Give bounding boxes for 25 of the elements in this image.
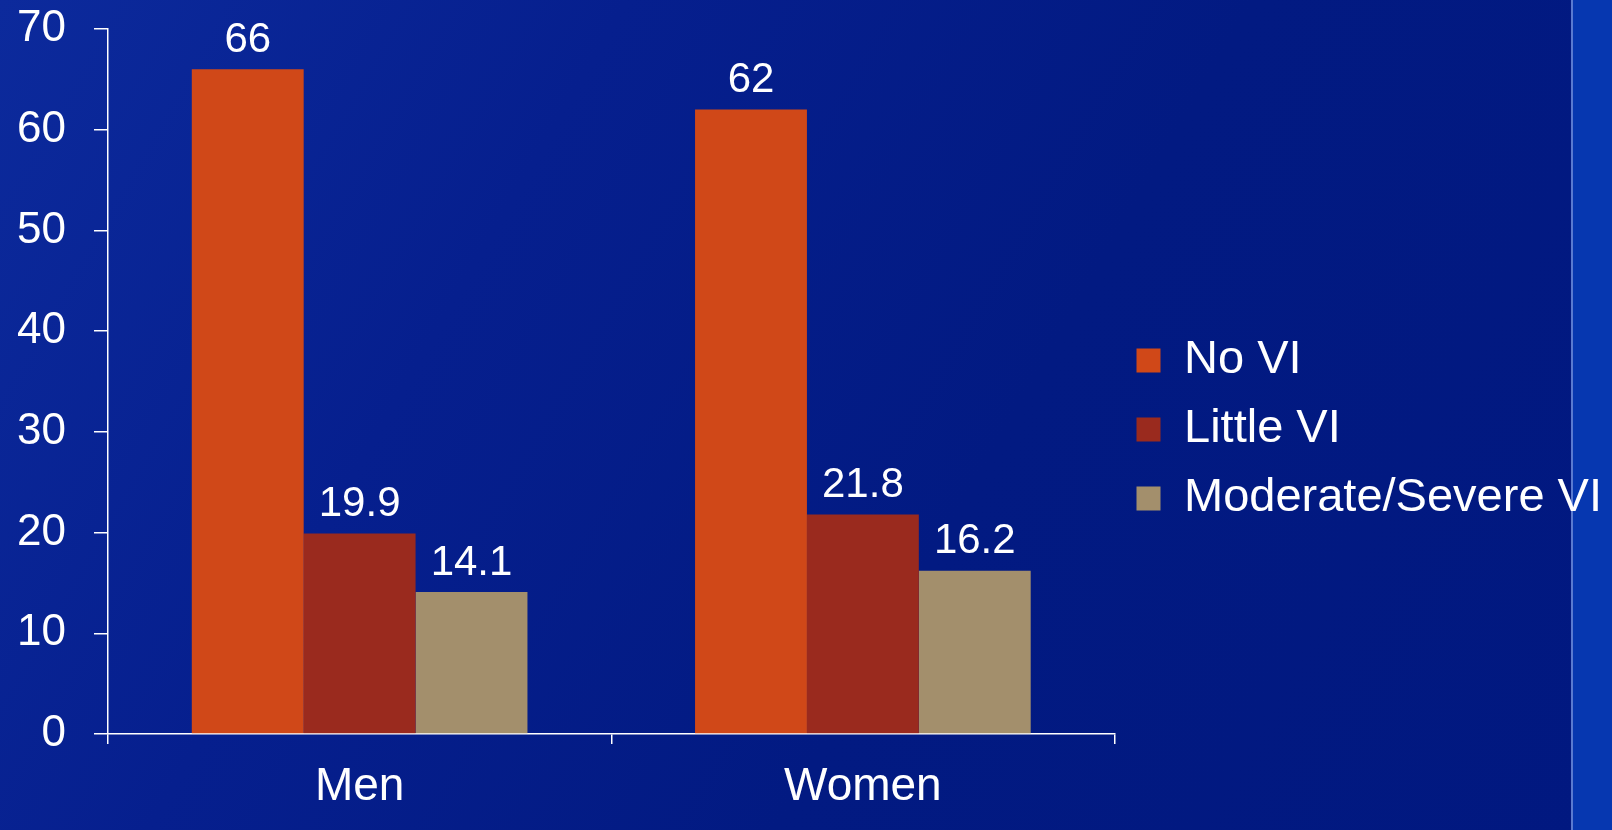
bar [303,533,416,734]
y-tick-label: 30 [17,404,66,453]
legend-label: Little VI [1184,399,1341,453]
y-tick-label: 0 [41,706,66,756]
x-tick-label: Men [314,757,405,810]
y-tick-label: 10 [17,605,66,655]
y-tick-label: 70 [17,1,66,51]
data-label: 19.9 [318,478,401,526]
bar [415,591,528,734]
data-label: 21.8 [822,459,904,507]
bar [806,514,919,734]
legend-label: Moderate/Severe VI [1184,468,1602,522]
data-label: 16.2 [933,515,1016,563]
data-label: 62 [727,54,775,102]
y-tick-label: 20 [17,504,66,554]
bar [918,570,1031,734]
data-label: 14.1 [430,536,513,584]
data-label: 66 [224,13,272,61]
legend-label: No VI [1184,330,1302,384]
bar [191,69,304,734]
bar [695,109,807,734]
y-tick-label: 50 [17,202,66,252]
y-tick-label: 40 [17,303,66,353]
x-tick-label: Women [784,757,942,810]
y-tick-label: 60 [17,101,66,151]
